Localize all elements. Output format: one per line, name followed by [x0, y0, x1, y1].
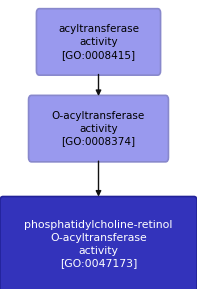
- FancyBboxPatch shape: [36, 9, 161, 75]
- Text: acyltransferase
activity
[GO:0008415]: acyltransferase activity [GO:0008415]: [58, 24, 139, 60]
- FancyBboxPatch shape: [0, 197, 197, 289]
- Text: phosphatidylcholine-retinol
O-acyltransferase
activity
[GO:0047173]: phosphatidylcholine-retinol O-acyltransf…: [24, 220, 173, 268]
- Text: O-acyltransferase
activity
[GO:0008374]: O-acyltransferase activity [GO:0008374]: [52, 111, 145, 147]
- FancyBboxPatch shape: [29, 95, 168, 162]
